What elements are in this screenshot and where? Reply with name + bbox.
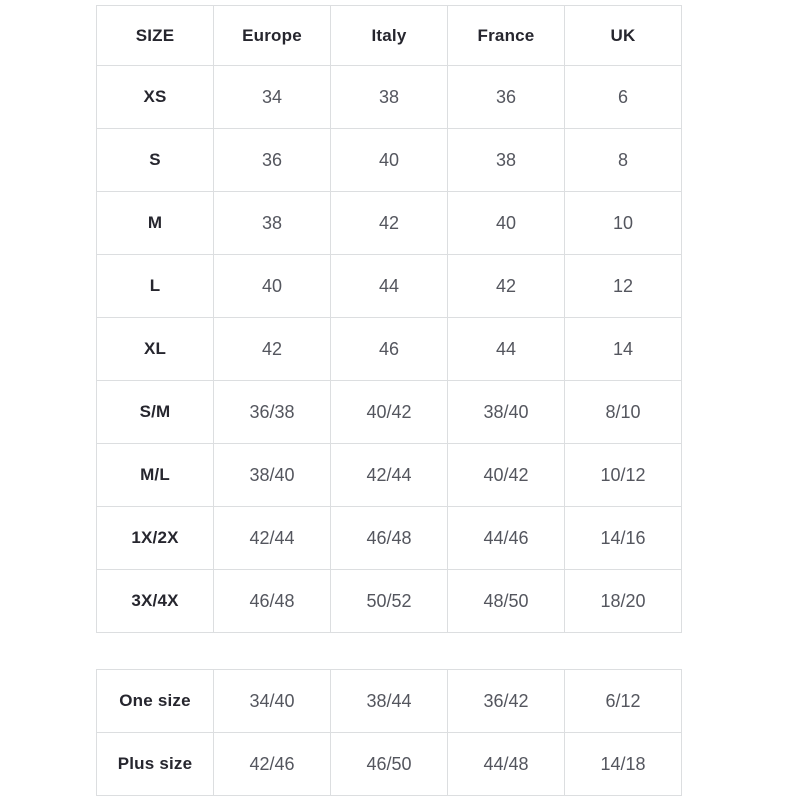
special-sizes-table-body: One size 34/40 38/44 36/42 6/12 Plus siz…	[96, 669, 682, 796]
table-row-1x2x: 1X/2X 42/44 46/48 44/46 14/16	[96, 506, 682, 570]
size-label: XL	[96, 317, 214, 381]
table-cell: 42/44	[330, 443, 448, 507]
table-cell: 44/46	[447, 506, 565, 570]
table-cell: 46/50	[330, 732, 448, 796]
table-cell: 44/48	[447, 732, 565, 796]
table-cell: 46/48	[213, 569, 331, 633]
table-cell: 14/18	[564, 732, 682, 796]
table-row-s: S 36 40 38 8	[96, 128, 682, 192]
table-row-plus-size: Plus size 42/46 46/50 44/48 14/18	[96, 732, 682, 796]
size-label: L	[96, 254, 214, 318]
table-cell: 44	[447, 317, 565, 381]
table-cell: 38	[213, 191, 331, 255]
size-label: S	[96, 128, 214, 192]
table-cell: 50/52	[330, 569, 448, 633]
table-row-3x4x: 3X/4X 46/48 50/52 48/50 18/20	[96, 569, 682, 633]
table-cell: 42	[330, 191, 448, 255]
table-cell: 38	[447, 128, 565, 192]
table-cell: 34/40	[213, 669, 331, 733]
table-cell: 40	[447, 191, 565, 255]
table-cell: 38/40	[213, 443, 331, 507]
table-cell: 42	[213, 317, 331, 381]
special-sizes-table: One size 34/40 38/44 36/42 6/12 Plus siz…	[96, 669, 682, 796]
size-label: 3X/4X	[96, 569, 214, 633]
table-cell: 40/42	[330, 380, 448, 444]
table-cell: 42/44	[213, 506, 331, 570]
table-cell: 14/16	[564, 506, 682, 570]
table-cell: 38/44	[330, 669, 448, 733]
table-cell: 40	[213, 254, 331, 318]
size-conversion-table-body: XS 34 38 36 6 S 36 40 38 8 M 38 42 40 10	[96, 65, 682, 633]
header-row: SIZE Europe Italy France UK	[96, 5, 682, 66]
table-cell: 6/12	[564, 669, 682, 733]
table-cell: 48/50	[447, 569, 565, 633]
size-label: One size	[96, 669, 214, 733]
table-row-l: L 40 44 42 12	[96, 254, 682, 318]
table-cell: 46	[330, 317, 448, 381]
table-cell: 38	[330, 65, 448, 129]
column-header-france: France	[447, 5, 565, 66]
table-cell: 8	[564, 128, 682, 192]
size-label: S/M	[96, 380, 214, 444]
table-cell: 18/20	[564, 569, 682, 633]
table-cell: 36/42	[447, 669, 565, 733]
table-cell: 6	[564, 65, 682, 129]
table-cell: 36/38	[213, 380, 331, 444]
column-header-uk: UK	[564, 5, 682, 66]
table-cell: 36	[213, 128, 331, 192]
size-label: 1X/2X	[96, 506, 214, 570]
column-header-europe: Europe	[213, 5, 331, 66]
column-header-size: SIZE	[96, 5, 214, 66]
table-cell: 34	[213, 65, 331, 129]
table-cell: 10	[564, 191, 682, 255]
table-row-one-size: One size 34/40 38/44 36/42 6/12	[96, 669, 682, 733]
table-cell: 8/10	[564, 380, 682, 444]
table-cell: 10/12	[564, 443, 682, 507]
table-row-xl: XL 42 46 44 14	[96, 317, 682, 381]
column-header-italy: Italy	[330, 5, 448, 66]
table-cell: 38/40	[447, 380, 565, 444]
table-cell: 40/42	[447, 443, 565, 507]
table-cell: 14	[564, 317, 682, 381]
table-cell: 12	[564, 254, 682, 318]
size-label: M	[96, 191, 214, 255]
table-row-xs: XS 34 38 36 6	[96, 65, 682, 129]
size-conversion-table: SIZE Europe Italy France UK XS 34 38 36 …	[96, 5, 682, 633]
size-label: XS	[96, 65, 214, 129]
table-cell: 42	[447, 254, 565, 318]
table-cell: 42/46	[213, 732, 331, 796]
table-cell: 40	[330, 128, 448, 192]
size-label: M/L	[96, 443, 214, 507]
table-row-ml: M/L 38/40 42/44 40/42 10/12	[96, 443, 682, 507]
table-row-m: M 38 42 40 10	[96, 191, 682, 255]
table-cell: 46/48	[330, 506, 448, 570]
size-conversion-table-header: SIZE Europe Italy France UK	[96, 5, 682, 66]
table-cell: 44	[330, 254, 448, 318]
table-row-sm: S/M 36/38 40/42 38/40 8/10	[96, 380, 682, 444]
table-cell: 36	[447, 65, 565, 129]
size-label: Plus size	[96, 732, 214, 796]
